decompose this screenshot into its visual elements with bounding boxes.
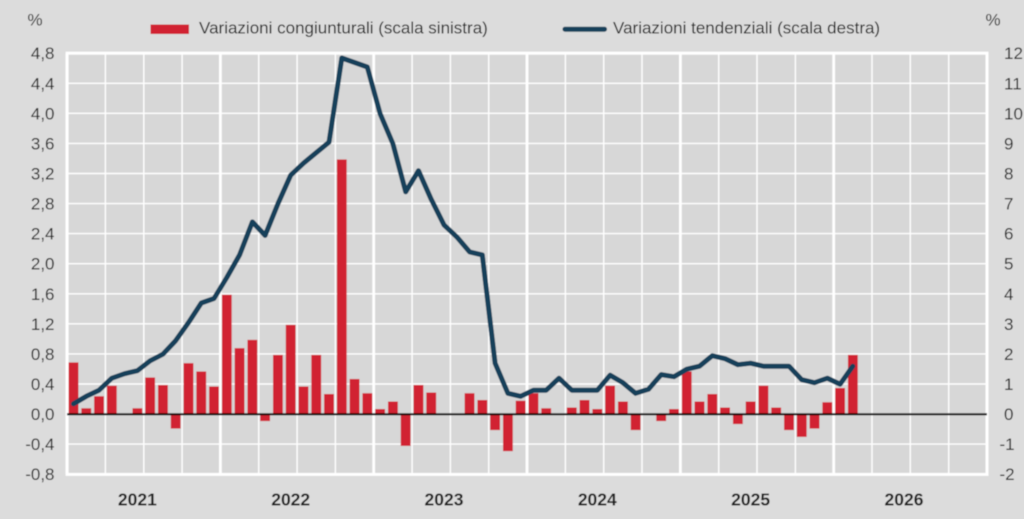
- svg-text:2: 2: [1004, 345, 1013, 364]
- svg-text:Variazioni tendenziali (scala: Variazioni tendenziali (scala destra): [613, 19, 880, 38]
- svg-text:%: %: [985, 11, 1000, 30]
- svg-text:4,0: 4,0: [31, 104, 55, 123]
- svg-text:1,2: 1,2: [31, 315, 55, 334]
- svg-text:-0,8: -0,8: [25, 465, 54, 484]
- svg-text:9: 9: [1004, 134, 1013, 153]
- svg-text:11: 11: [1004, 74, 1022, 93]
- svg-text:4,4: 4,4: [31, 74, 55, 93]
- svg-text:3,6: 3,6: [31, 134, 55, 153]
- svg-text:12: 12: [1004, 44, 1023, 63]
- svg-text:4: 4: [1004, 285, 1013, 304]
- svg-text:0,0: 0,0: [31, 405, 55, 424]
- svg-text:-1: -1: [1000, 435, 1015, 454]
- svg-text:3: 3: [1004, 315, 1013, 334]
- svg-text:0: 0: [1004, 405, 1013, 424]
- svg-text:2021: 2021: [118, 490, 157, 510]
- svg-text:5: 5: [1004, 255, 1013, 274]
- svg-text:2,0: 2,0: [31, 255, 55, 274]
- svg-text:2023: 2023: [425, 490, 464, 510]
- svg-text:2022: 2022: [271, 490, 310, 510]
- svg-text:6: 6: [1004, 225, 1013, 244]
- svg-text:Variazioni congiunturali (scal: Variazioni congiunturali (scala sinistra…: [199, 19, 488, 38]
- svg-text:2,4: 2,4: [31, 225, 55, 244]
- svg-text:10: 10: [1004, 104, 1023, 123]
- svg-text:1: 1: [1004, 375, 1013, 394]
- svg-text:2026: 2026: [885, 490, 924, 510]
- svg-text:4,8: 4,8: [31, 44, 55, 63]
- svg-text:2025: 2025: [731, 490, 770, 510]
- svg-text:%: %: [27, 11, 42, 30]
- svg-text:-0,4: -0,4: [25, 435, 54, 454]
- svg-text:8: 8: [1004, 165, 1013, 184]
- svg-text:7: 7: [1004, 195, 1013, 214]
- svg-text:1,6: 1,6: [31, 285, 55, 304]
- svg-text:0,8: 0,8: [31, 345, 55, 364]
- svg-text:2,8: 2,8: [31, 195, 55, 214]
- svg-text:2024: 2024: [578, 490, 617, 510]
- svg-text:3,2: 3,2: [31, 165, 55, 184]
- svg-text:0,4: 0,4: [31, 375, 55, 394]
- svg-text:-2: -2: [1000, 465, 1015, 484]
